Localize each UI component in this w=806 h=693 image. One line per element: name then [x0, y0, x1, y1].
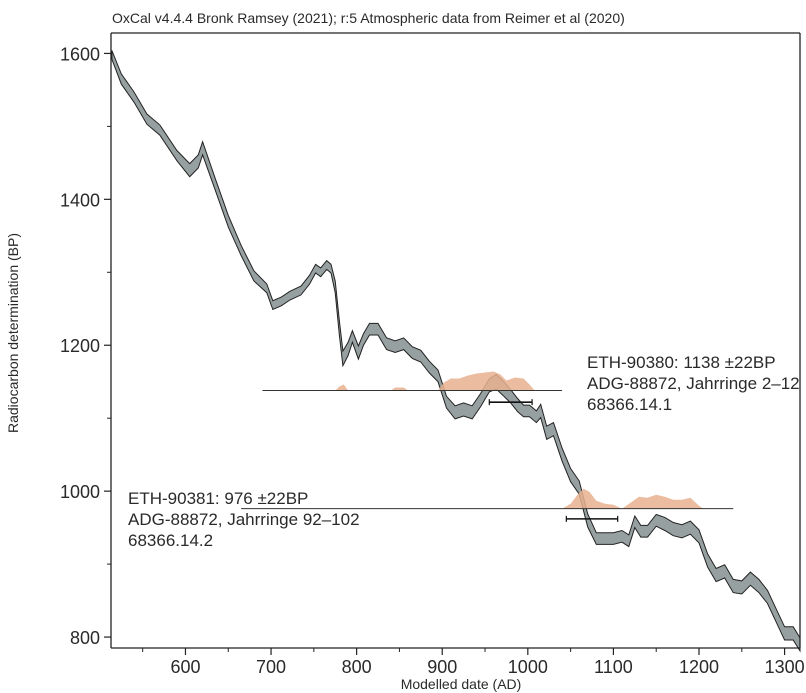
x-tick-label-800: 800: [342, 657, 372, 677]
measurement-label-2-line-3: 68366.14.2: [128, 531, 213, 550]
x-tick-label-1100: 1100: [594, 657, 633, 677]
x-axis-label: Modelled date (AD): [401, 676, 522, 692]
x-tick-label-900: 900: [427, 657, 457, 677]
x-tick-label-1000: 1000: [508, 657, 548, 677]
y-tick-label-1000: 1000: [60, 482, 100, 502]
measurement-label-1-line-3: 68366.14.1: [587, 395, 672, 414]
plot-area: [111, 50, 801, 653]
x-tick-label-1300: 1300: [765, 657, 805, 677]
chart-title: OxCal v4.4.4 Bronk Ramsey (2021); r:5 At…: [112, 10, 625, 26]
axes: ETH-90380: 1138 ±22BP ADG-88872, Jahrring…: [60, 32, 805, 677]
chart-text: OxCal v4.4.4 Bronk Ramsey (2021); r:5 At…: [5, 10, 625, 692]
y-tick-label-800: 800: [70, 628, 100, 648]
measurement-label-2-line-2: ADG-88872, Jahrringe 92–102: [128, 510, 360, 529]
measurement-label-2-line-1: ETH-90381: 976 ±22BP: [128, 489, 308, 508]
x-tick-label-1200: 1200: [679, 657, 719, 677]
y-tick-label-1400: 1400: [60, 190, 100, 210]
y-tick-label-1200: 1200: [60, 336, 100, 356]
probability-density-1: [335, 371, 535, 391]
calibration-curve-band: [111, 50, 801, 653]
probability-density-2: [562, 488, 704, 509]
measurement-label-1-line-2: ADG-88872, Jahrringe 2–12: [587, 374, 800, 393]
x-tick-label-600: 600: [170, 657, 200, 677]
y-axis-label: Radiocarbon determination (BP): [5, 233, 21, 433]
x-tick-label-700: 700: [256, 657, 286, 677]
y-tick-label-1600: 1600: [60, 44, 100, 64]
measurement-label-1-line-1: ETH-90380: 1138 ±22BP: [587, 353, 776, 372]
